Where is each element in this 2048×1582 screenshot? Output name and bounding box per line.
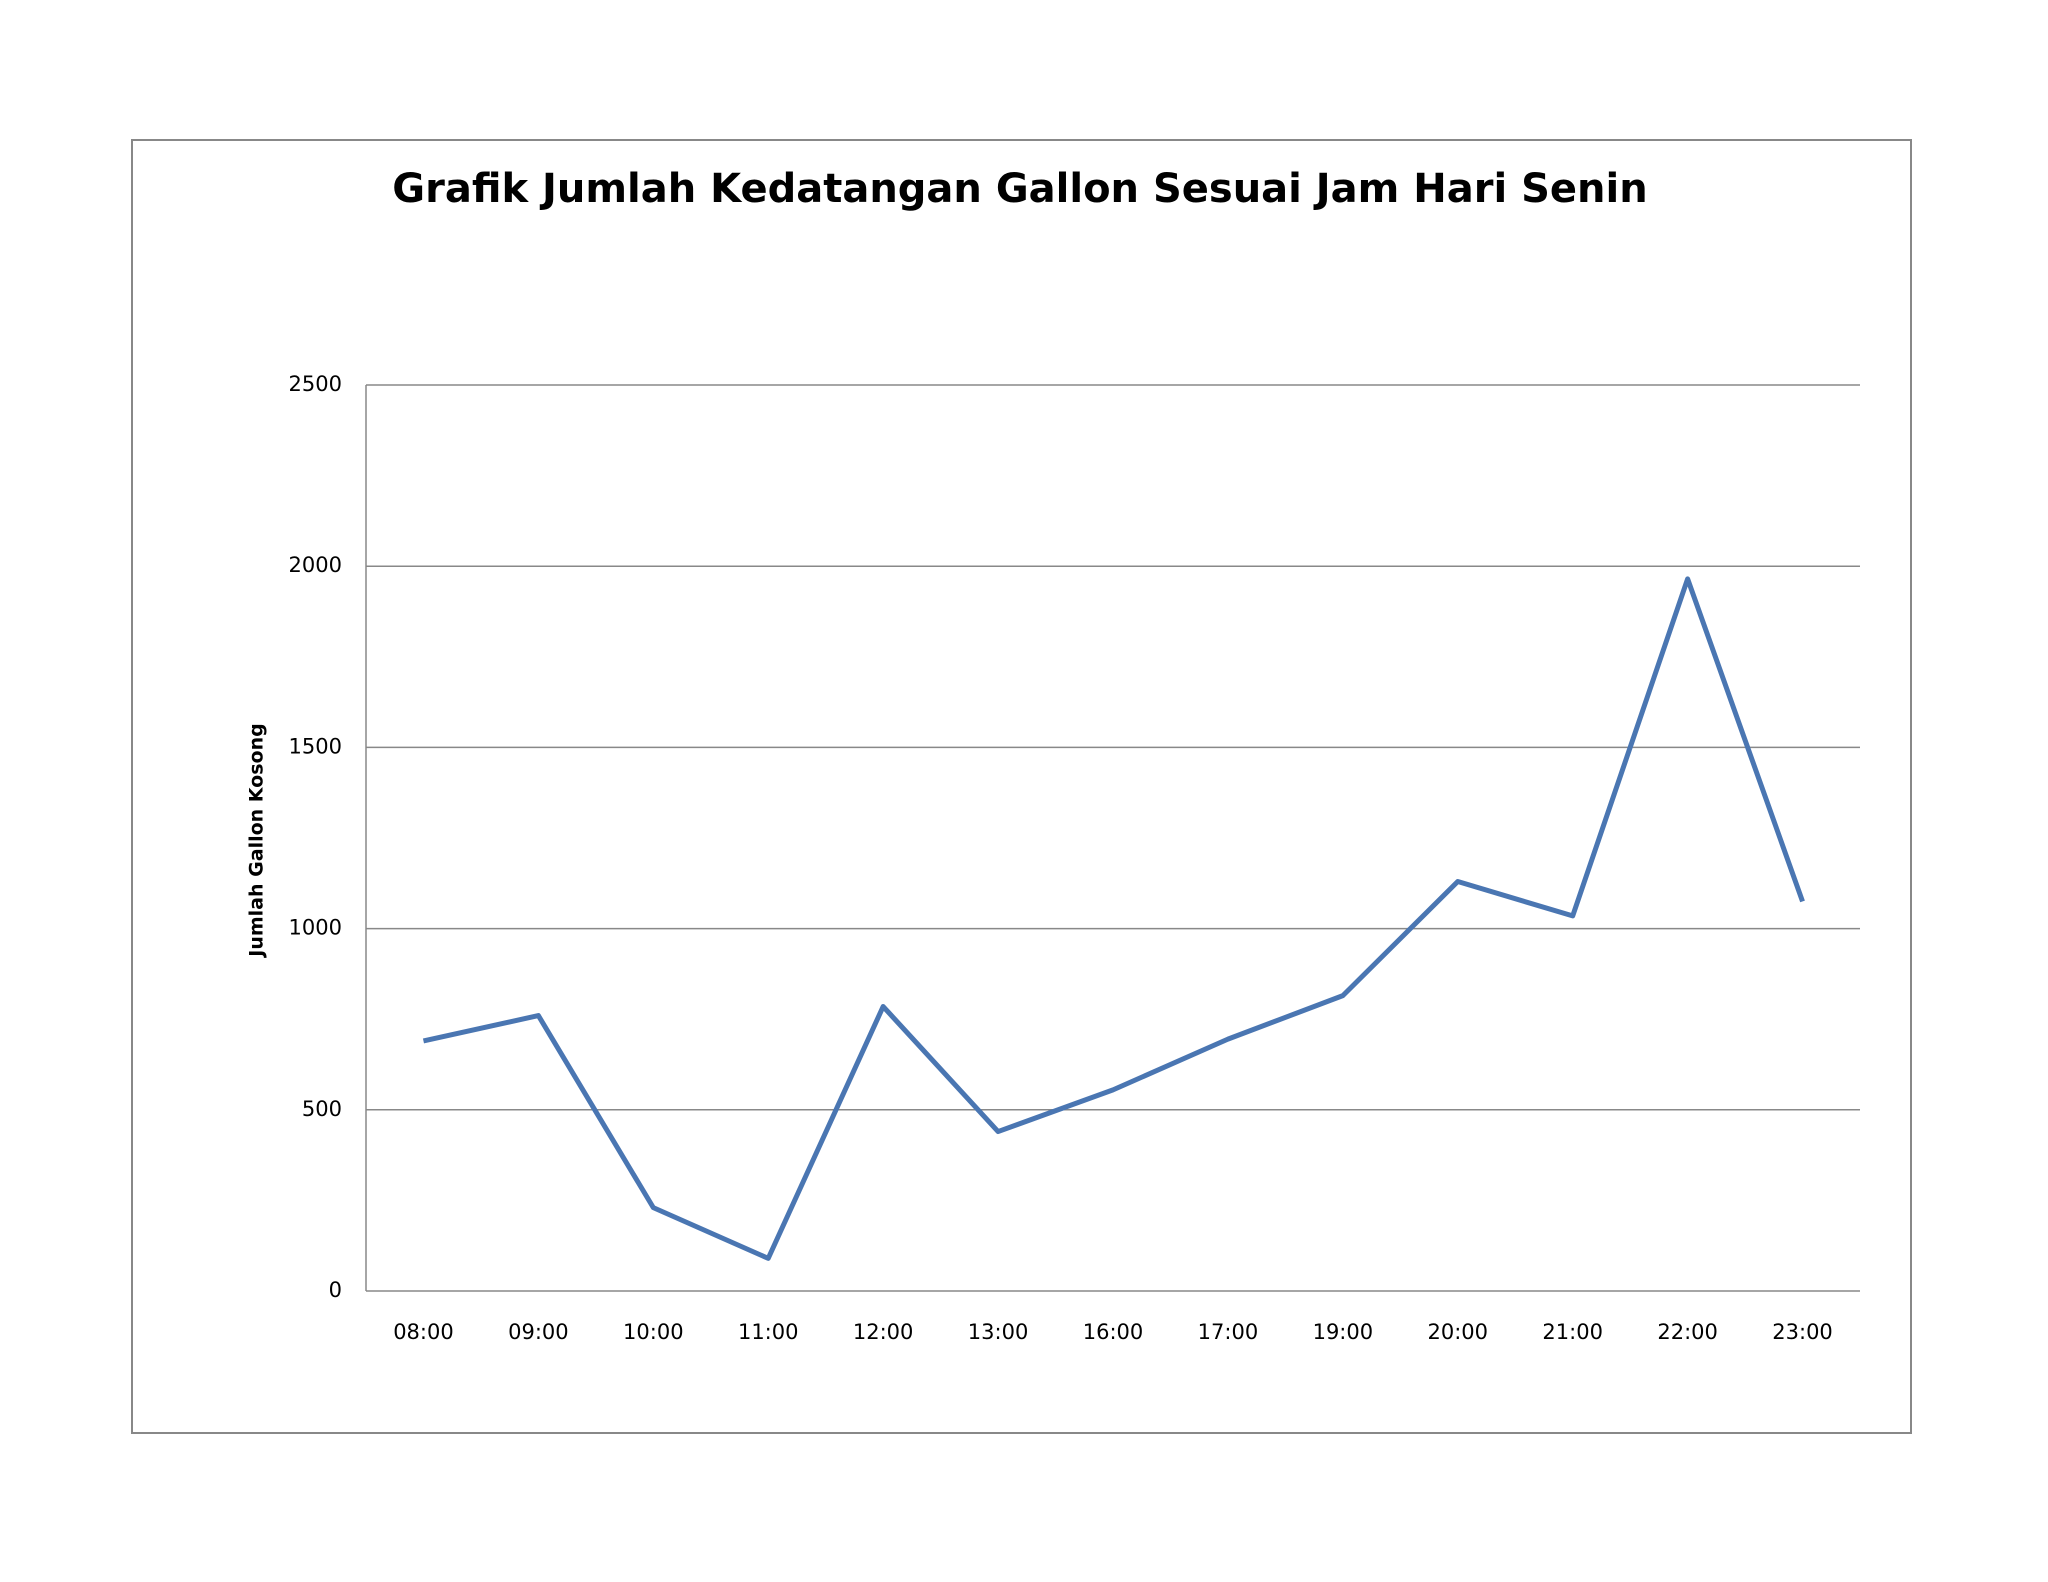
y-tick-label: 1000 xyxy=(289,916,342,940)
x-tick-label: 10:00 xyxy=(623,1320,684,1344)
y-tick-label: 1500 xyxy=(289,734,342,758)
x-tick-label: 23:00 xyxy=(1772,1320,1833,1344)
x-tick-label: 17:00 xyxy=(1198,1320,1259,1344)
chart-frame xyxy=(131,139,1912,1434)
x-tick-label: 22:00 xyxy=(1657,1320,1718,1344)
line xyxy=(422,576,1805,1261)
x-tick-label: 19:00 xyxy=(1313,1320,1374,1344)
x-tick-label: 21:00 xyxy=(1542,1320,1603,1344)
y-tick-label: 2500 xyxy=(289,372,342,396)
y-tick-label: 2000 xyxy=(289,553,342,577)
x-tick-label: 20:00 xyxy=(1428,1320,1489,1344)
y-tick-label: 500 xyxy=(302,1097,342,1121)
y-tick-label: 0 xyxy=(329,1278,342,1302)
x-tick-label: 09:00 xyxy=(508,1320,569,1344)
x-tick-label: 13:00 xyxy=(968,1320,1029,1344)
x-tick-label: 11:00 xyxy=(738,1320,799,1344)
x-tick-label: 08:00 xyxy=(393,1320,454,1344)
x-tick-label: 12:00 xyxy=(853,1320,914,1344)
chart-title: Grafik Jumlah Kedatangan Gallon Sesuai J… xyxy=(392,166,1647,212)
y-axis-label: Jumlah Gallon Kosong xyxy=(246,723,268,958)
x-tick-label: 16:00 xyxy=(1083,1320,1144,1344)
